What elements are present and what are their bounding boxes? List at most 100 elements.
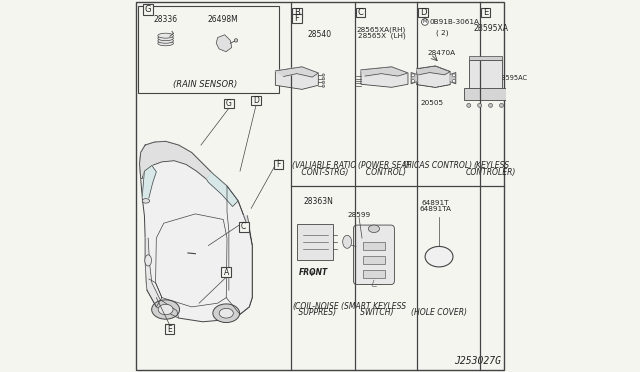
Circle shape: [412, 74, 415, 77]
Text: (VALIABLE RATIO: (VALIABLE RATIO: [292, 161, 356, 170]
Ellipse shape: [158, 38, 173, 43]
Polygon shape: [275, 67, 318, 77]
Circle shape: [412, 79, 415, 82]
Text: (POWER SEAT: (POWER SEAT: [358, 161, 410, 170]
Text: 28565X  (LH): 28565X (LH): [358, 33, 405, 39]
Text: 28599: 28599: [348, 212, 371, 218]
Text: J253027G: J253027G: [454, 356, 502, 366]
Bar: [468, 60, 502, 89]
Text: C: C: [241, 222, 246, 231]
Text: FRONT: FRONT: [299, 268, 328, 277]
Bar: [468, 56, 502, 60]
Text: 28470A: 28470A: [428, 50, 456, 56]
Text: 64891T: 64891T: [422, 200, 449, 206]
Text: E: E: [167, 325, 172, 334]
Text: B: B: [294, 8, 300, 17]
Ellipse shape: [213, 304, 239, 323]
Circle shape: [452, 74, 456, 77]
Polygon shape: [275, 67, 318, 89]
Text: 64891TA: 64891TA: [419, 206, 451, 212]
Text: (COIL-NOISE: (COIL-NOISE: [293, 302, 340, 311]
Polygon shape: [216, 35, 232, 52]
Text: 26498M: 26498M: [208, 15, 239, 24]
Text: SWITCH): SWITCH): [353, 308, 394, 317]
Ellipse shape: [158, 36, 173, 41]
Circle shape: [322, 74, 324, 76]
Bar: [298, 224, 333, 260]
Bar: [164, 324, 174, 334]
Text: 28595AC: 28595AC: [497, 75, 527, 81]
Text: (SMART KEYLESS: (SMART KEYLESS: [340, 302, 406, 311]
Text: G: G: [226, 99, 232, 108]
Circle shape: [488, 103, 493, 108]
Circle shape: [499, 103, 504, 108]
Bar: [418, 8, 428, 17]
Ellipse shape: [342, 235, 351, 248]
Ellipse shape: [219, 308, 234, 318]
Bar: [292, 8, 302, 17]
Text: 28540: 28540: [308, 30, 332, 39]
Ellipse shape: [158, 304, 173, 315]
Text: CONT-STRG): CONT-STRG): [299, 168, 348, 177]
Text: D: D: [253, 96, 259, 105]
Text: M: M: [423, 19, 427, 25]
Bar: [363, 270, 385, 278]
Text: C: C: [358, 8, 364, 17]
Text: 28363N: 28363N: [304, 197, 334, 206]
Polygon shape: [361, 67, 408, 76]
Polygon shape: [417, 66, 450, 75]
Polygon shape: [450, 73, 456, 84]
Text: CONTROL): CONTROL): [362, 168, 406, 177]
Polygon shape: [411, 73, 417, 84]
Bar: [292, 14, 302, 23]
Polygon shape: [361, 67, 408, 87]
Text: (KEYLESS: (KEYLESS: [473, 161, 509, 170]
Text: SUPPRES): SUPPRES): [296, 308, 337, 317]
Ellipse shape: [152, 300, 180, 319]
FancyBboxPatch shape: [353, 225, 394, 285]
Ellipse shape: [369, 225, 380, 232]
Ellipse shape: [158, 41, 173, 46]
Text: CONTROLER): CONTROLER): [466, 168, 516, 177]
Polygon shape: [417, 66, 450, 87]
Bar: [363, 256, 385, 264]
Bar: [239, 222, 248, 232]
Text: 2B595XA: 2B595XA: [474, 25, 509, 33]
Text: E: E: [483, 8, 488, 17]
Bar: [464, 88, 508, 99]
Polygon shape: [140, 141, 212, 179]
Text: 0B91B-3061A: 0B91B-3061A: [429, 19, 479, 25]
Text: (HICAS CONTROL): (HICAS CONTROL): [403, 161, 472, 170]
Circle shape: [467, 103, 471, 108]
Circle shape: [322, 85, 324, 87]
Bar: [363, 242, 385, 250]
Text: F: F: [276, 160, 280, 169]
Bar: [221, 267, 231, 277]
Polygon shape: [140, 141, 252, 322]
Text: A: A: [223, 268, 229, 277]
Circle shape: [422, 19, 428, 25]
Circle shape: [322, 77, 324, 80]
Text: 28336: 28336: [154, 15, 178, 24]
Text: 28565XA(RH): 28565XA(RH): [356, 26, 406, 33]
Ellipse shape: [425, 246, 453, 267]
Text: 285E3: 285E3: [360, 280, 383, 286]
Bar: [273, 160, 283, 169]
Text: (HOLE COVER): (HOLE COVER): [411, 308, 467, 317]
Polygon shape: [207, 173, 238, 206]
Bar: [143, 4, 153, 15]
Circle shape: [322, 81, 324, 84]
Text: D: D: [420, 8, 426, 17]
Bar: [138, 6, 279, 93]
Bar: [356, 8, 365, 17]
Ellipse shape: [142, 199, 150, 203]
Text: 20505: 20505: [420, 100, 443, 106]
Text: (RAIN SENSOR): (RAIN SENSOR): [173, 80, 237, 89]
Bar: [481, 8, 490, 17]
Bar: [251, 96, 261, 105]
Circle shape: [477, 103, 482, 108]
Ellipse shape: [158, 33, 173, 38]
Circle shape: [452, 79, 456, 82]
Ellipse shape: [145, 255, 152, 266]
Text: G: G: [145, 5, 151, 14]
